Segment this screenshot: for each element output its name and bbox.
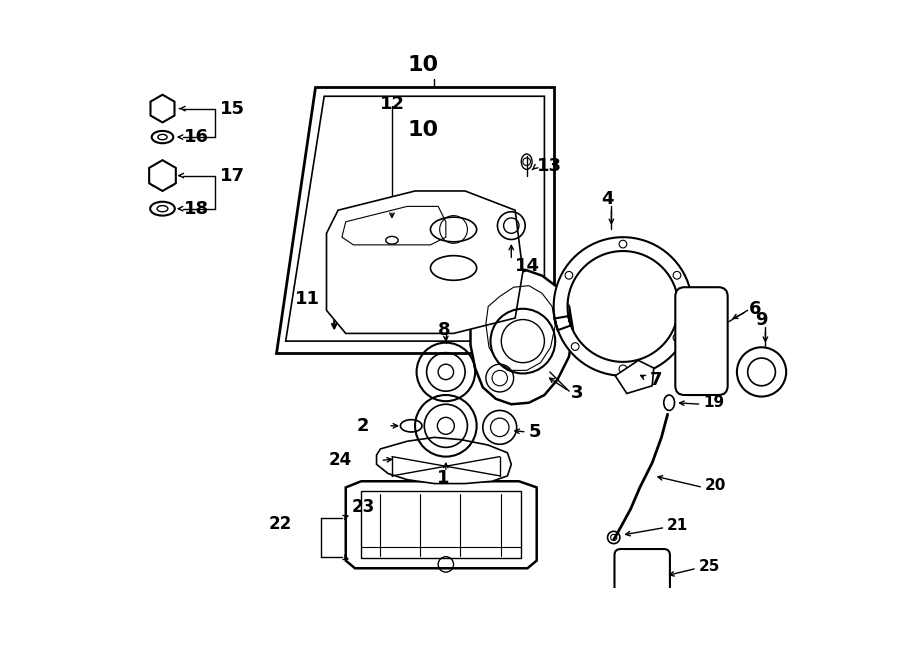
Polygon shape: [616, 360, 653, 393]
Polygon shape: [346, 481, 536, 568]
Text: 1: 1: [436, 469, 449, 487]
Text: 14: 14: [515, 256, 540, 275]
Text: 12: 12: [381, 95, 405, 113]
Text: 9: 9: [755, 311, 768, 329]
Text: 22: 22: [268, 516, 292, 533]
Polygon shape: [554, 237, 692, 375]
Polygon shape: [149, 160, 176, 191]
Text: 7: 7: [650, 371, 662, 389]
Polygon shape: [150, 95, 175, 122]
Text: 16: 16: [184, 128, 209, 146]
Text: 10: 10: [407, 120, 438, 139]
Text: 19: 19: [703, 395, 724, 410]
Text: 17: 17: [220, 167, 245, 184]
Text: 5: 5: [528, 423, 541, 441]
Text: 11: 11: [295, 290, 319, 308]
Text: 25: 25: [698, 559, 720, 574]
Text: 2: 2: [356, 417, 369, 435]
Text: 8: 8: [438, 321, 451, 338]
Text: 10: 10: [407, 56, 438, 75]
Text: 21: 21: [667, 518, 688, 533]
FancyBboxPatch shape: [615, 549, 670, 595]
Text: 20: 20: [705, 479, 726, 493]
Polygon shape: [327, 191, 523, 333]
FancyBboxPatch shape: [675, 288, 728, 395]
Text: 3: 3: [571, 385, 583, 403]
Polygon shape: [276, 87, 554, 353]
Polygon shape: [471, 270, 573, 405]
Text: 18: 18: [184, 200, 209, 217]
Text: 4: 4: [601, 190, 614, 208]
Text: 15: 15: [220, 100, 245, 118]
Polygon shape: [376, 438, 511, 484]
Text: 13: 13: [536, 157, 562, 175]
Text: 23: 23: [352, 498, 375, 516]
Text: 24: 24: [328, 451, 352, 469]
Text: 6: 6: [749, 300, 761, 318]
